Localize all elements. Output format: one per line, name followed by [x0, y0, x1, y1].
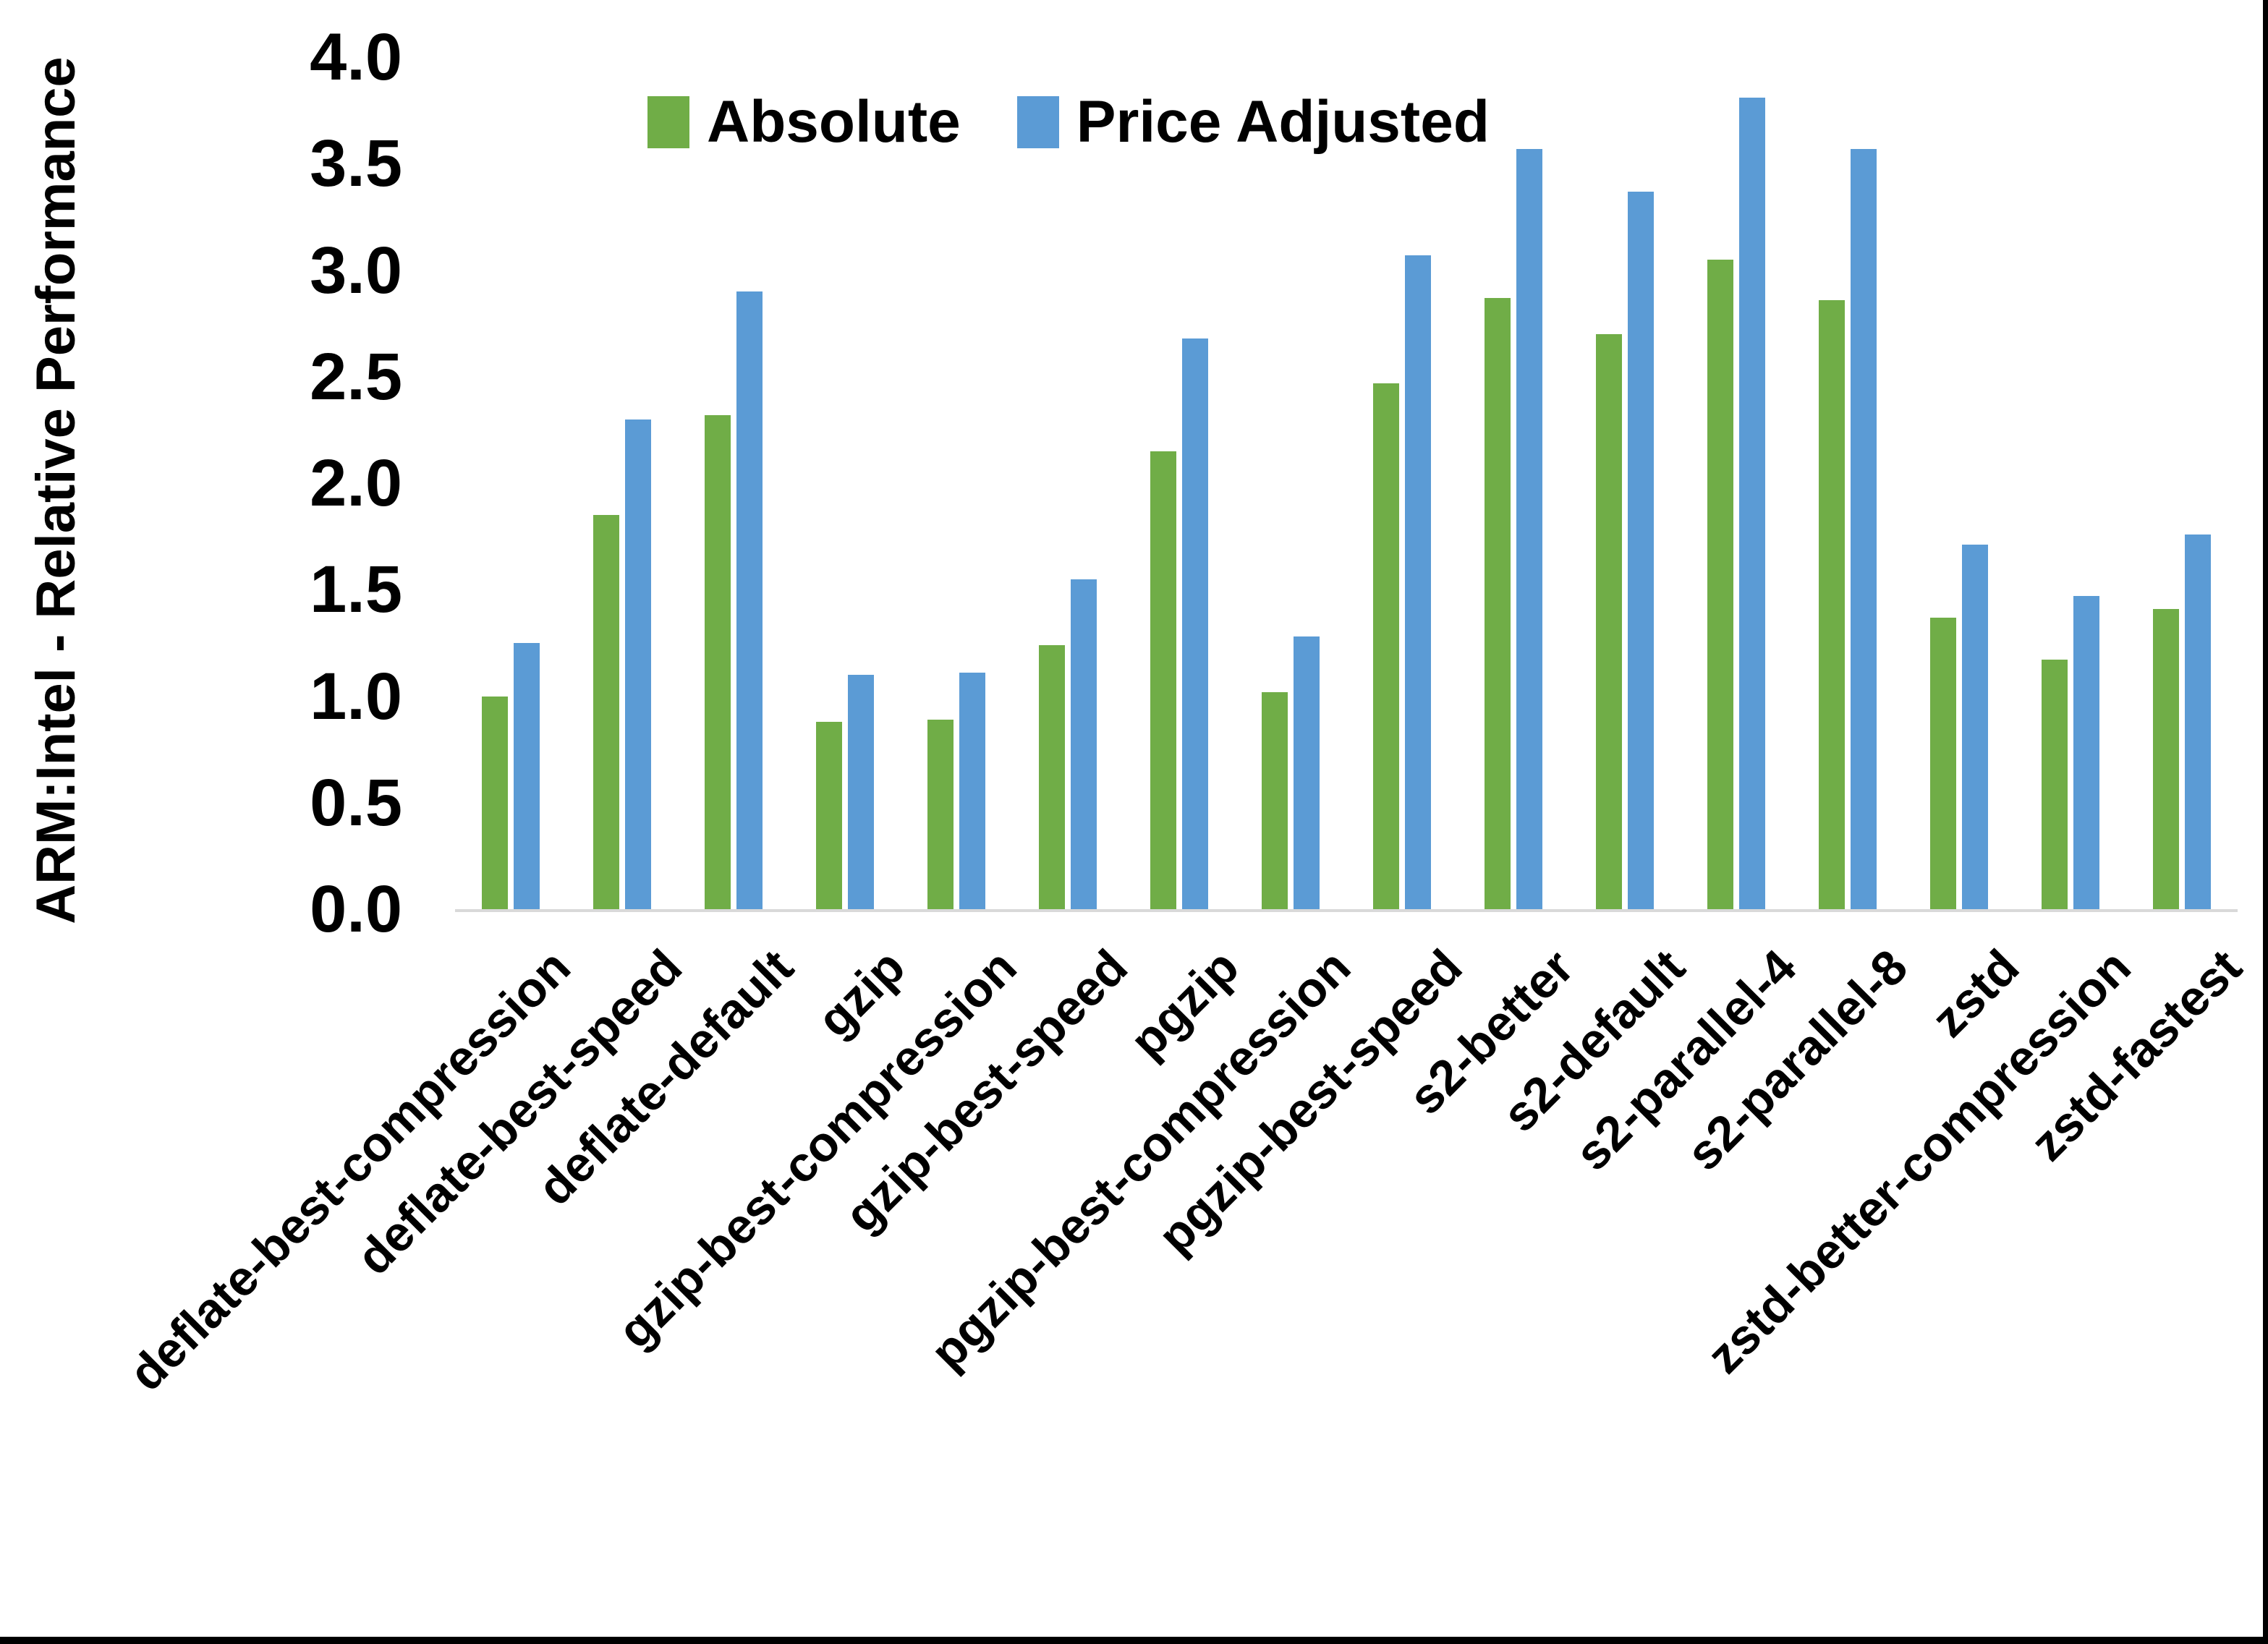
y-axis-title: ARM:Intel - Relative Performance — [25, 56, 87, 924]
bar-gzip-best-compression-absolute — [927, 719, 954, 909]
legend-swatch-absolute — [647, 96, 689, 148]
bar-deflate-default-absolute — [705, 414, 731, 909]
y-tick-label-2.0: 2.0 — [310, 446, 402, 520]
bar-pgzip-best-speed-absolute — [1373, 383, 1399, 909]
bar-gzip-best-speed-price-adjusted — [1071, 579, 1097, 909]
bar-s2-default-absolute — [1596, 333, 1622, 909]
bar-zstd-absolute — [1930, 617, 1956, 909]
bar-zstd-fastest-price-adjusted — [2185, 534, 2211, 909]
y-tick-label-2.5: 2.5 — [310, 339, 402, 414]
legend-swatch-price-adjusted — [1016, 96, 1059, 148]
legend: Absolute Price Adjusted — [647, 88, 1490, 156]
legend-item-absolute: Absolute — [647, 88, 961, 156]
legend-item-price-adjusted: Price Adjusted — [1016, 88, 1490, 156]
bar-deflate-default-price-adjusted — [736, 291, 763, 909]
bar-pgzip-best-compression-absolute — [1262, 691, 1288, 909]
y-tick-label-0.0: 0.0 — [310, 872, 402, 946]
bar-s2-parallel-8-price-adjusted — [1851, 148, 1877, 909]
bar-zstd-fastest-absolute — [2153, 608, 2179, 909]
bar-deflate-best-speed-absolute — [593, 515, 619, 909]
y-tick-label-3.5: 3.5 — [310, 127, 402, 201]
bar-pgzip-absolute — [1150, 451, 1176, 909]
bar-s2-better-price-adjusted — [1516, 148, 1542, 909]
y-tick-label-3.0: 3.0 — [310, 233, 402, 307]
legend-label-absolute: Absolute — [707, 89, 961, 155]
screenshot-bottom-edge — [0, 1637, 2268, 1644]
legend-label-price-adjusted: Price Adjusted — [1076, 89, 1490, 155]
x-axis-line — [455, 909, 2238, 912]
bar-gzip-absolute — [816, 721, 842, 909]
bar-zstd-price-adjusted — [1962, 545, 1988, 909]
bar-s2-parallel-4-price-adjusted — [1739, 97, 1765, 909]
x-label-deflate-best-compression: deflate-best-compression — [119, 939, 582, 1402]
bar-s2-parallel-8-absolute — [1819, 299, 1845, 909]
screenshot-right-edge — [2263, 0, 2268, 1644]
bar-gzip-best-compression-price-adjusted — [959, 673, 985, 909]
bar-deflate-best-compression-absolute — [482, 696, 508, 909]
bar-gzip-price-adjusted — [848, 675, 874, 909]
bar-s2-parallel-4-absolute — [1707, 259, 1733, 909]
bar-s2-better-absolute — [1485, 297, 1511, 909]
y-tick-label-4.0: 4.0 — [310, 20, 402, 94]
y-tick-label-1.5: 1.5 — [310, 553, 402, 627]
bar-s2-default-price-adjusted — [1628, 191, 1654, 909]
y-tick-label-1.0: 1.0 — [310, 659, 402, 733]
bar-deflate-best-compression-price-adjusted — [514, 642, 540, 909]
bar-pgzip-best-compression-price-adjusted — [1294, 636, 1320, 909]
bar-pgzip-best-speed-price-adjusted — [1405, 255, 1431, 909]
y-tick-label-0.5: 0.5 — [310, 765, 402, 840]
bar-zstd-better-compression-absolute — [2042, 660, 2068, 909]
bar-deflate-best-speed-price-adjusted — [625, 419, 651, 909]
bar-zstd-better-compression-price-adjusted — [2073, 596, 2099, 909]
bar-pgzip-price-adjusted — [1182, 338, 1208, 909]
bar-gzip-best-speed-absolute — [1039, 644, 1065, 909]
